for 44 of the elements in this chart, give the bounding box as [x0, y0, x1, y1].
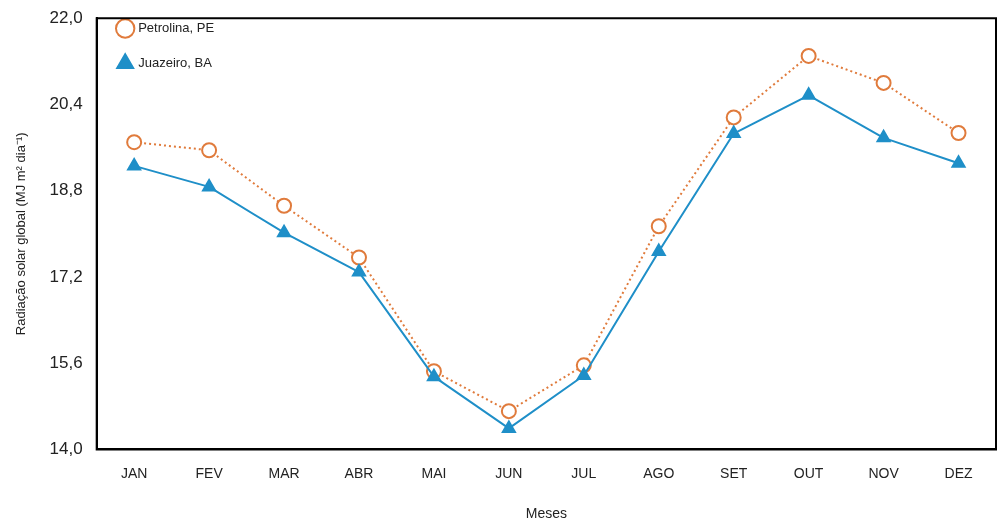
x-tick-label: JAN [120, 464, 148, 481]
point [276, 197, 293, 214]
x-tick-label: DEZ [944, 464, 973, 481]
x-tick-label: FEV [195, 464, 224, 481]
y-tick-label: 14,0 [49, 439, 83, 459]
point [725, 109, 742, 126]
point [875, 74, 892, 91]
x-tick-label: JUL [571, 464, 597, 481]
x-axis-title: Meses [525, 505, 567, 522]
x-tick-label: OUT [793, 464, 824, 481]
point [950, 125, 967, 142]
point [951, 155, 966, 168]
point [351, 264, 367, 277]
y-tick-label: 18,8 [49, 180, 83, 200]
y-tick-label: 15,6 [49, 352, 83, 372]
point [576, 367, 591, 381]
y-tick-label: 20,4 [49, 94, 83, 114]
x-tick-label: MAI [421, 464, 447, 481]
point [800, 47, 817, 64]
x-tick-label: SET [720, 464, 748, 481]
point [276, 224, 292, 238]
point [501, 420, 516, 433]
point [651, 243, 666, 257]
legend-label: Petrolina, PE [138, 20, 215, 36]
point [202, 178, 217, 192]
y-axis-title: Radiação solar global (MJ m² dia⁻¹) [13, 132, 29, 336]
x-tick-label: AGO [643, 464, 675, 481]
point [801, 87, 816, 100]
point [726, 125, 741, 139]
point [500, 403, 517, 420]
point [650, 218, 667, 235]
point [350, 249, 367, 266]
x-tick-label: JUN [495, 464, 523, 481]
y-tick-label: 17,2 [49, 266, 83, 286]
x-tick-label: ABR [344, 464, 374, 481]
point [126, 134, 143, 151]
point [201, 142, 218, 159]
y-tick-label: 22,0 [49, 7, 83, 27]
x-tick-label: NOV [868, 464, 900, 481]
point [876, 129, 891, 143]
legend-label: Juazeiro, BA [138, 55, 213, 71]
point [127, 157, 142, 171]
x-tick-label: MAR [268, 464, 300, 481]
point [426, 368, 441, 382]
